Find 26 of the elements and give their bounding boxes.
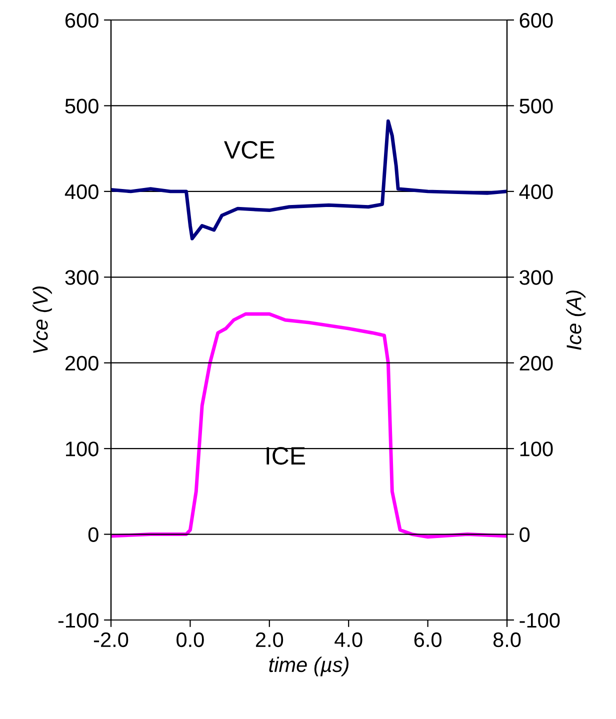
x-tick-label: 0.0 (176, 632, 204, 648)
x-tick-label: 2.0 (256, 632, 284, 648)
y-axis-title: Vce (V) (32, 286, 52, 353)
y2-tick-label: 600 (520, 13, 553, 28)
y-tick-label: 400 (64, 184, 98, 200)
annotation: VCE (224, 141, 274, 159)
y2-tick-label: -100 (520, 613, 560, 628)
y-tick-label: 300 (65, 270, 98, 285)
x-axis-title: time (µs) (269, 656, 348, 676)
y2-tick-label: 100 (520, 442, 553, 456)
y-tick-label: 100 (66, 442, 98, 456)
y2-tick-label: 400 (519, 184, 553, 200)
y2-tick-label: 300 (520, 270, 553, 285)
x-tick-label: 8.0 (493, 632, 521, 648)
y-tick-label: 500 (65, 98, 98, 114)
y2-tick-label: 500 (520, 98, 553, 114)
x-tick-label: 4.0 (334, 632, 362, 648)
y2-tick-label: 0 (520, 527, 530, 542)
y-tick-label: 600 (65, 13, 98, 28)
y2-tick-label: 200 (520, 356, 553, 371)
y2-axis-title: Ice (A) (566, 290, 586, 350)
x-tick-label: 6.0 (414, 632, 442, 648)
y-tick-label: -100 (58, 613, 98, 628)
x-tick-label: -2.0 (94, 632, 128, 648)
y-tick-label: 0 (88, 527, 98, 542)
y-tick-label: 200 (65, 356, 98, 371)
